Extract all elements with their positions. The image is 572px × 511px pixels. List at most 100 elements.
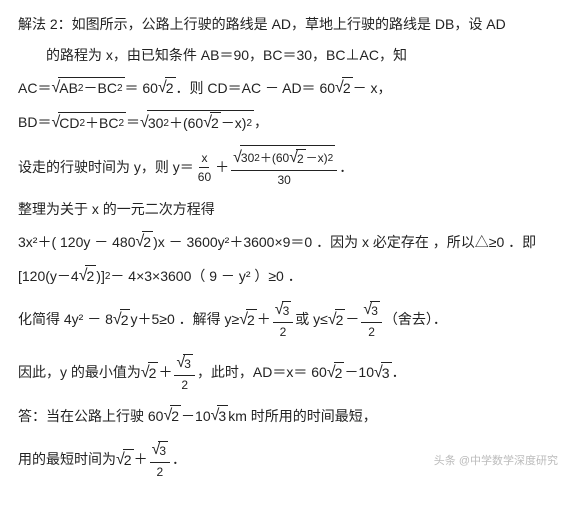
text: 答：当在公路上行驶 60 <box>18 406 163 427</box>
sqrt-body: 2 <box>85 265 96 287</box>
sqrt-body: 2 <box>148 362 159 384</box>
text: ＋ <box>134 449 148 470</box>
text: 或 y≤ <box>295 309 328 330</box>
sqrt: √3 <box>275 298 291 322</box>
sqrt-body: 2 <box>120 309 131 331</box>
formula-line: 3x²＋( 120y － 480 √2 )x － 3600y²＋3600×9＝0… <box>18 230 554 254</box>
sqrt-body: 2 <box>170 405 181 427</box>
denominator: 2 <box>366 323 377 341</box>
sqrt-body: 3 <box>158 441 168 460</box>
text: －10 <box>344 362 374 383</box>
formula-line: 因此，y 的最小值为 √2 ＋ √3 2 ，此时，AD＝x＝ 60 √2 －10… <box>18 351 554 394</box>
text: [120(y－4 <box>18 266 79 287</box>
sqrt: √2 <box>289 146 305 170</box>
text: － <box>345 309 359 330</box>
sqrt: √3 <box>152 438 168 462</box>
text: 化简得 4y² － 8 <box>18 309 113 330</box>
sqrt: √3 <box>374 361 392 385</box>
text: km 时所用的时间最短， <box>228 406 377 427</box>
denominator: 2 <box>179 376 190 394</box>
text: y＋5≥0 ．解得 y≥ <box>130 309 239 330</box>
sqrt: √2 <box>239 308 257 332</box>
text: 3x²＋( 120y － 480 <box>18 232 136 253</box>
text: 因此，y 的最小值为 <box>18 362 141 383</box>
text: （舍去）． <box>384 309 447 330</box>
sqrt-body: 302 ＋(60 √2 －x)2 <box>147 110 254 135</box>
sqrt: √ 302 ＋(60 √2 －x)2 <box>140 110 254 135</box>
text: ＝ 60 <box>125 78 158 99</box>
formula-line: 答：当在公路上行驶 60 √2 －10 √3 km 时所用的时间最短， <box>18 404 554 428</box>
denominator: 60 <box>196 168 213 186</box>
sqrt: √3 <box>176 351 192 375</box>
sqrt-body: 30 2 ＋(60 √2 －x)2 <box>240 145 335 170</box>
fraction: √3 2 <box>273 298 293 341</box>
text: －BC <box>83 78 116 99</box>
text: ＋(60 <box>260 149 289 167</box>
text: ＋BC <box>85 113 118 134</box>
text: ． <box>339 157 353 178</box>
formula-line: BD＝ √ CD2 ＋BC2 ＝ √ 302 ＋(60 √2 －x)2 ， <box>18 110 554 135</box>
text: )] <box>96 266 105 287</box>
denominator: 30 <box>276 171 293 189</box>
sqrt-body: 2 <box>335 309 346 331</box>
text: 设走的行驶时间为 y，则 y＝ <box>18 157 194 178</box>
sqrt: √2 <box>141 361 159 385</box>
sqrt: √2 <box>116 448 134 472</box>
text: ． <box>172 449 186 470</box>
text: － 4×3×3600（ 9 － y² ）≥0 ． <box>110 266 301 287</box>
sqrt: √3 <box>363 298 379 322</box>
fraction: x 60 <box>196 149 213 186</box>
text-line: 整理为关于 x 的一元二次方程得 <box>18 199 554 220</box>
sqrt: √2 <box>163 404 181 428</box>
sqrt-body: 2 <box>334 362 345 384</box>
formula-line: 化简得 4y² － 8 √2 y＋5≥0 ．解得 y≥ √2 ＋ √3 2 或 … <box>18 298 554 341</box>
text: 的路程为 x，由已知条件 AB＝90，BC＝30，BC⊥AC，知 <box>46 45 407 66</box>
sup: 2 <box>246 116 252 131</box>
formula-line: AC＝ √ AB2 －BC2 ＝ 60 √2 ．则 CD＝AC － AD＝ 60… <box>18 76 554 100</box>
text: ＋(60 <box>169 113 203 134</box>
sqrt-body: 3 <box>370 301 380 320</box>
sqrt: √2 <box>335 76 353 100</box>
sqrt: √2 <box>113 308 131 332</box>
numerator: √3 <box>273 298 293 323</box>
text: 用的最短时间为 <box>18 449 116 470</box>
sqrt: √2 <box>158 76 176 100</box>
text: AB <box>59 78 78 99</box>
text: ＝ <box>126 112 140 133</box>
sqrt-body: 2 <box>123 449 134 471</box>
sqrt: √ AB2 －BC2 <box>51 76 124 100</box>
sqrt-body: 2 <box>296 149 306 168</box>
numerator: √3 <box>150 438 170 463</box>
text: ， <box>254 112 268 133</box>
fraction: √3 2 <box>174 351 194 394</box>
sup: 2 <box>118 116 124 131</box>
text: 30 <box>148 113 164 134</box>
text-line: 的路程为 x，由已知条件 AB＝90，BC＝30，BC⊥AC，知 <box>18 45 554 66</box>
watermark: 头条 @中学数学深度研究 <box>434 453 558 470</box>
fraction: √3 2 <box>150 438 170 481</box>
sqrt: √2 <box>203 111 221 135</box>
text: ＋ <box>158 362 172 383</box>
sqrt-body: 2 <box>142 231 153 253</box>
fraction: √3 2 <box>361 298 381 341</box>
sqrt-body: 2 <box>246 309 257 331</box>
text-line: 解法 2：如图所示，公路上行驶的路线是 AD，草地上行驶的路线是 DB，设 AD <box>18 14 554 35</box>
formula-line: [120(y－4 √2 )]2 － 4×3×3600（ 9 － y² ）≥0 ． <box>18 264 554 288</box>
numerator: √ 302 ＋(60 √2 －x)2 <box>231 145 337 171</box>
text: BD＝ <box>18 112 51 133</box>
fraction: √ 302 ＋(60 √2 －x)2 30 <box>231 145 337 189</box>
numerator: x <box>199 149 209 168</box>
text: －x) <box>306 149 328 167</box>
text: －x) <box>221 113 247 134</box>
text: ，此时，AD＝x＝ 60 <box>197 362 327 383</box>
sqrt: √ 302 ＋(60 √2 －x)2 <box>233 145 335 170</box>
sqrt-body: CD2 ＋BC2 <box>58 112 126 134</box>
text: ＋ <box>257 309 271 330</box>
sqrt-body: 3 <box>217 405 228 427</box>
text: ． <box>392 362 406 383</box>
text: － x， <box>353 78 392 99</box>
sup: 2 <box>328 151 334 166</box>
numerator: √3 <box>174 351 194 376</box>
text: 30 <box>241 149 254 167</box>
sqrt: √2 <box>136 230 154 254</box>
